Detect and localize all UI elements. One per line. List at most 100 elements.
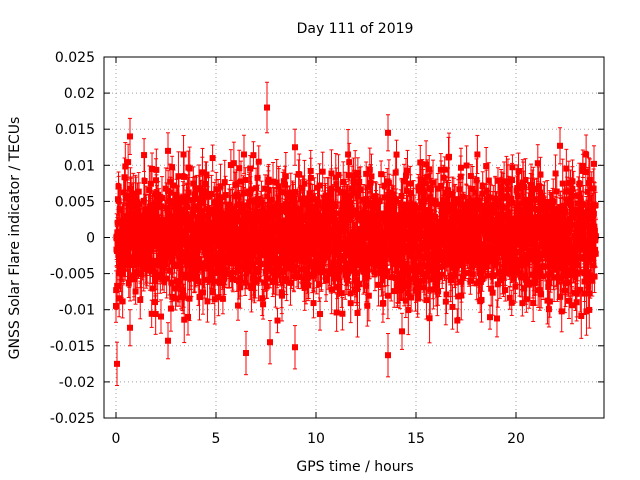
data-point bbox=[184, 272, 191, 279]
data-point bbox=[258, 200, 265, 207]
data-point bbox=[270, 178, 277, 185]
data-point bbox=[195, 278, 202, 285]
data-point bbox=[273, 179, 280, 186]
data-point bbox=[230, 160, 237, 167]
data-point bbox=[124, 192, 131, 199]
data-point bbox=[281, 181, 288, 188]
data-point bbox=[285, 201, 292, 208]
data-point bbox=[236, 278, 243, 285]
data-point bbox=[137, 296, 144, 303]
data-point bbox=[274, 263, 281, 270]
data-point bbox=[155, 191, 162, 198]
data-point bbox=[247, 198, 254, 205]
data-point bbox=[122, 195, 129, 202]
data-point bbox=[236, 165, 243, 172]
data-point bbox=[114, 282, 121, 289]
data-point bbox=[211, 296, 218, 303]
data-point bbox=[159, 273, 166, 280]
data-point bbox=[152, 278, 159, 285]
data-point bbox=[312, 250, 319, 257]
data-point bbox=[167, 189, 174, 196]
data-point bbox=[234, 211, 241, 218]
data-point bbox=[190, 211, 197, 218]
data-point bbox=[283, 190, 290, 197]
data-point bbox=[191, 191, 198, 198]
data-point bbox=[302, 254, 309, 261]
data-point bbox=[196, 185, 203, 192]
data-point bbox=[147, 180, 154, 187]
data-point bbox=[119, 298, 126, 305]
data-point bbox=[173, 262, 180, 269]
data-point bbox=[172, 295, 179, 302]
data-point bbox=[294, 269, 301, 276]
data-point bbox=[140, 197, 147, 204]
data-point bbox=[117, 206, 124, 213]
data-point bbox=[175, 173, 182, 180]
data-point bbox=[154, 204, 161, 211]
data-point bbox=[235, 302, 242, 309]
data-point bbox=[190, 180, 197, 187]
data-point bbox=[115, 197, 122, 204]
data-point bbox=[217, 278, 224, 285]
data-point bbox=[287, 189, 294, 196]
data-point bbox=[169, 293, 176, 300]
data-point bbox=[233, 232, 240, 239]
data-point bbox=[274, 317, 281, 324]
data-point bbox=[152, 311, 159, 318]
data-point bbox=[260, 301, 267, 308]
data-point bbox=[295, 273, 302, 280]
data-point bbox=[180, 292, 187, 299]
data-point bbox=[301, 284, 308, 291]
data-point bbox=[216, 256, 223, 263]
data-point bbox=[307, 223, 314, 230]
data-point bbox=[222, 192, 229, 199]
data-point bbox=[122, 163, 129, 170]
data-point bbox=[280, 178, 287, 185]
data-point bbox=[148, 310, 155, 317]
data-point bbox=[242, 176, 249, 183]
data-point bbox=[141, 152, 148, 159]
data-point bbox=[199, 169, 206, 176]
data-point bbox=[203, 171, 210, 178]
data-point bbox=[180, 258, 187, 265]
data-point bbox=[245, 267, 252, 274]
data-point bbox=[221, 179, 228, 186]
data-point bbox=[264, 216, 271, 223]
data-point bbox=[141, 177, 148, 184]
data-point bbox=[180, 287, 187, 294]
data-point bbox=[292, 189, 299, 196]
data-point bbox=[120, 189, 127, 196]
data-point bbox=[113, 287, 120, 294]
data-point bbox=[153, 166, 160, 173]
data-point bbox=[241, 202, 248, 209]
data-point bbox=[163, 204, 170, 211]
data-point bbox=[261, 279, 268, 286]
data-point bbox=[169, 164, 176, 171]
data-point bbox=[217, 183, 224, 190]
data-point bbox=[180, 194, 187, 201]
data-point bbox=[290, 273, 297, 280]
data-point bbox=[316, 281, 323, 288]
data-point bbox=[307, 174, 314, 181]
data-point bbox=[282, 173, 289, 180]
data-point bbox=[183, 256, 190, 263]
data-point bbox=[178, 251, 185, 258]
data-point bbox=[316, 182, 323, 189]
data-point bbox=[315, 199, 322, 206]
data-point bbox=[229, 269, 236, 276]
data-point bbox=[279, 292, 285, 299]
chart-title: Day 111 of 2019 bbox=[297, 21, 414, 37]
data-point bbox=[121, 174, 128, 181]
data-point bbox=[255, 158, 262, 165]
data-point bbox=[132, 240, 139, 247]
data-point bbox=[283, 252, 290, 259]
data-point bbox=[181, 316, 188, 323]
data-point bbox=[146, 186, 153, 193]
data-point bbox=[250, 250, 257, 257]
data-point bbox=[248, 285, 255, 292]
data-point bbox=[214, 270, 221, 277]
data-point bbox=[177, 263, 184, 270]
data-point bbox=[219, 295, 226, 302]
data-point bbox=[151, 269, 158, 276]
